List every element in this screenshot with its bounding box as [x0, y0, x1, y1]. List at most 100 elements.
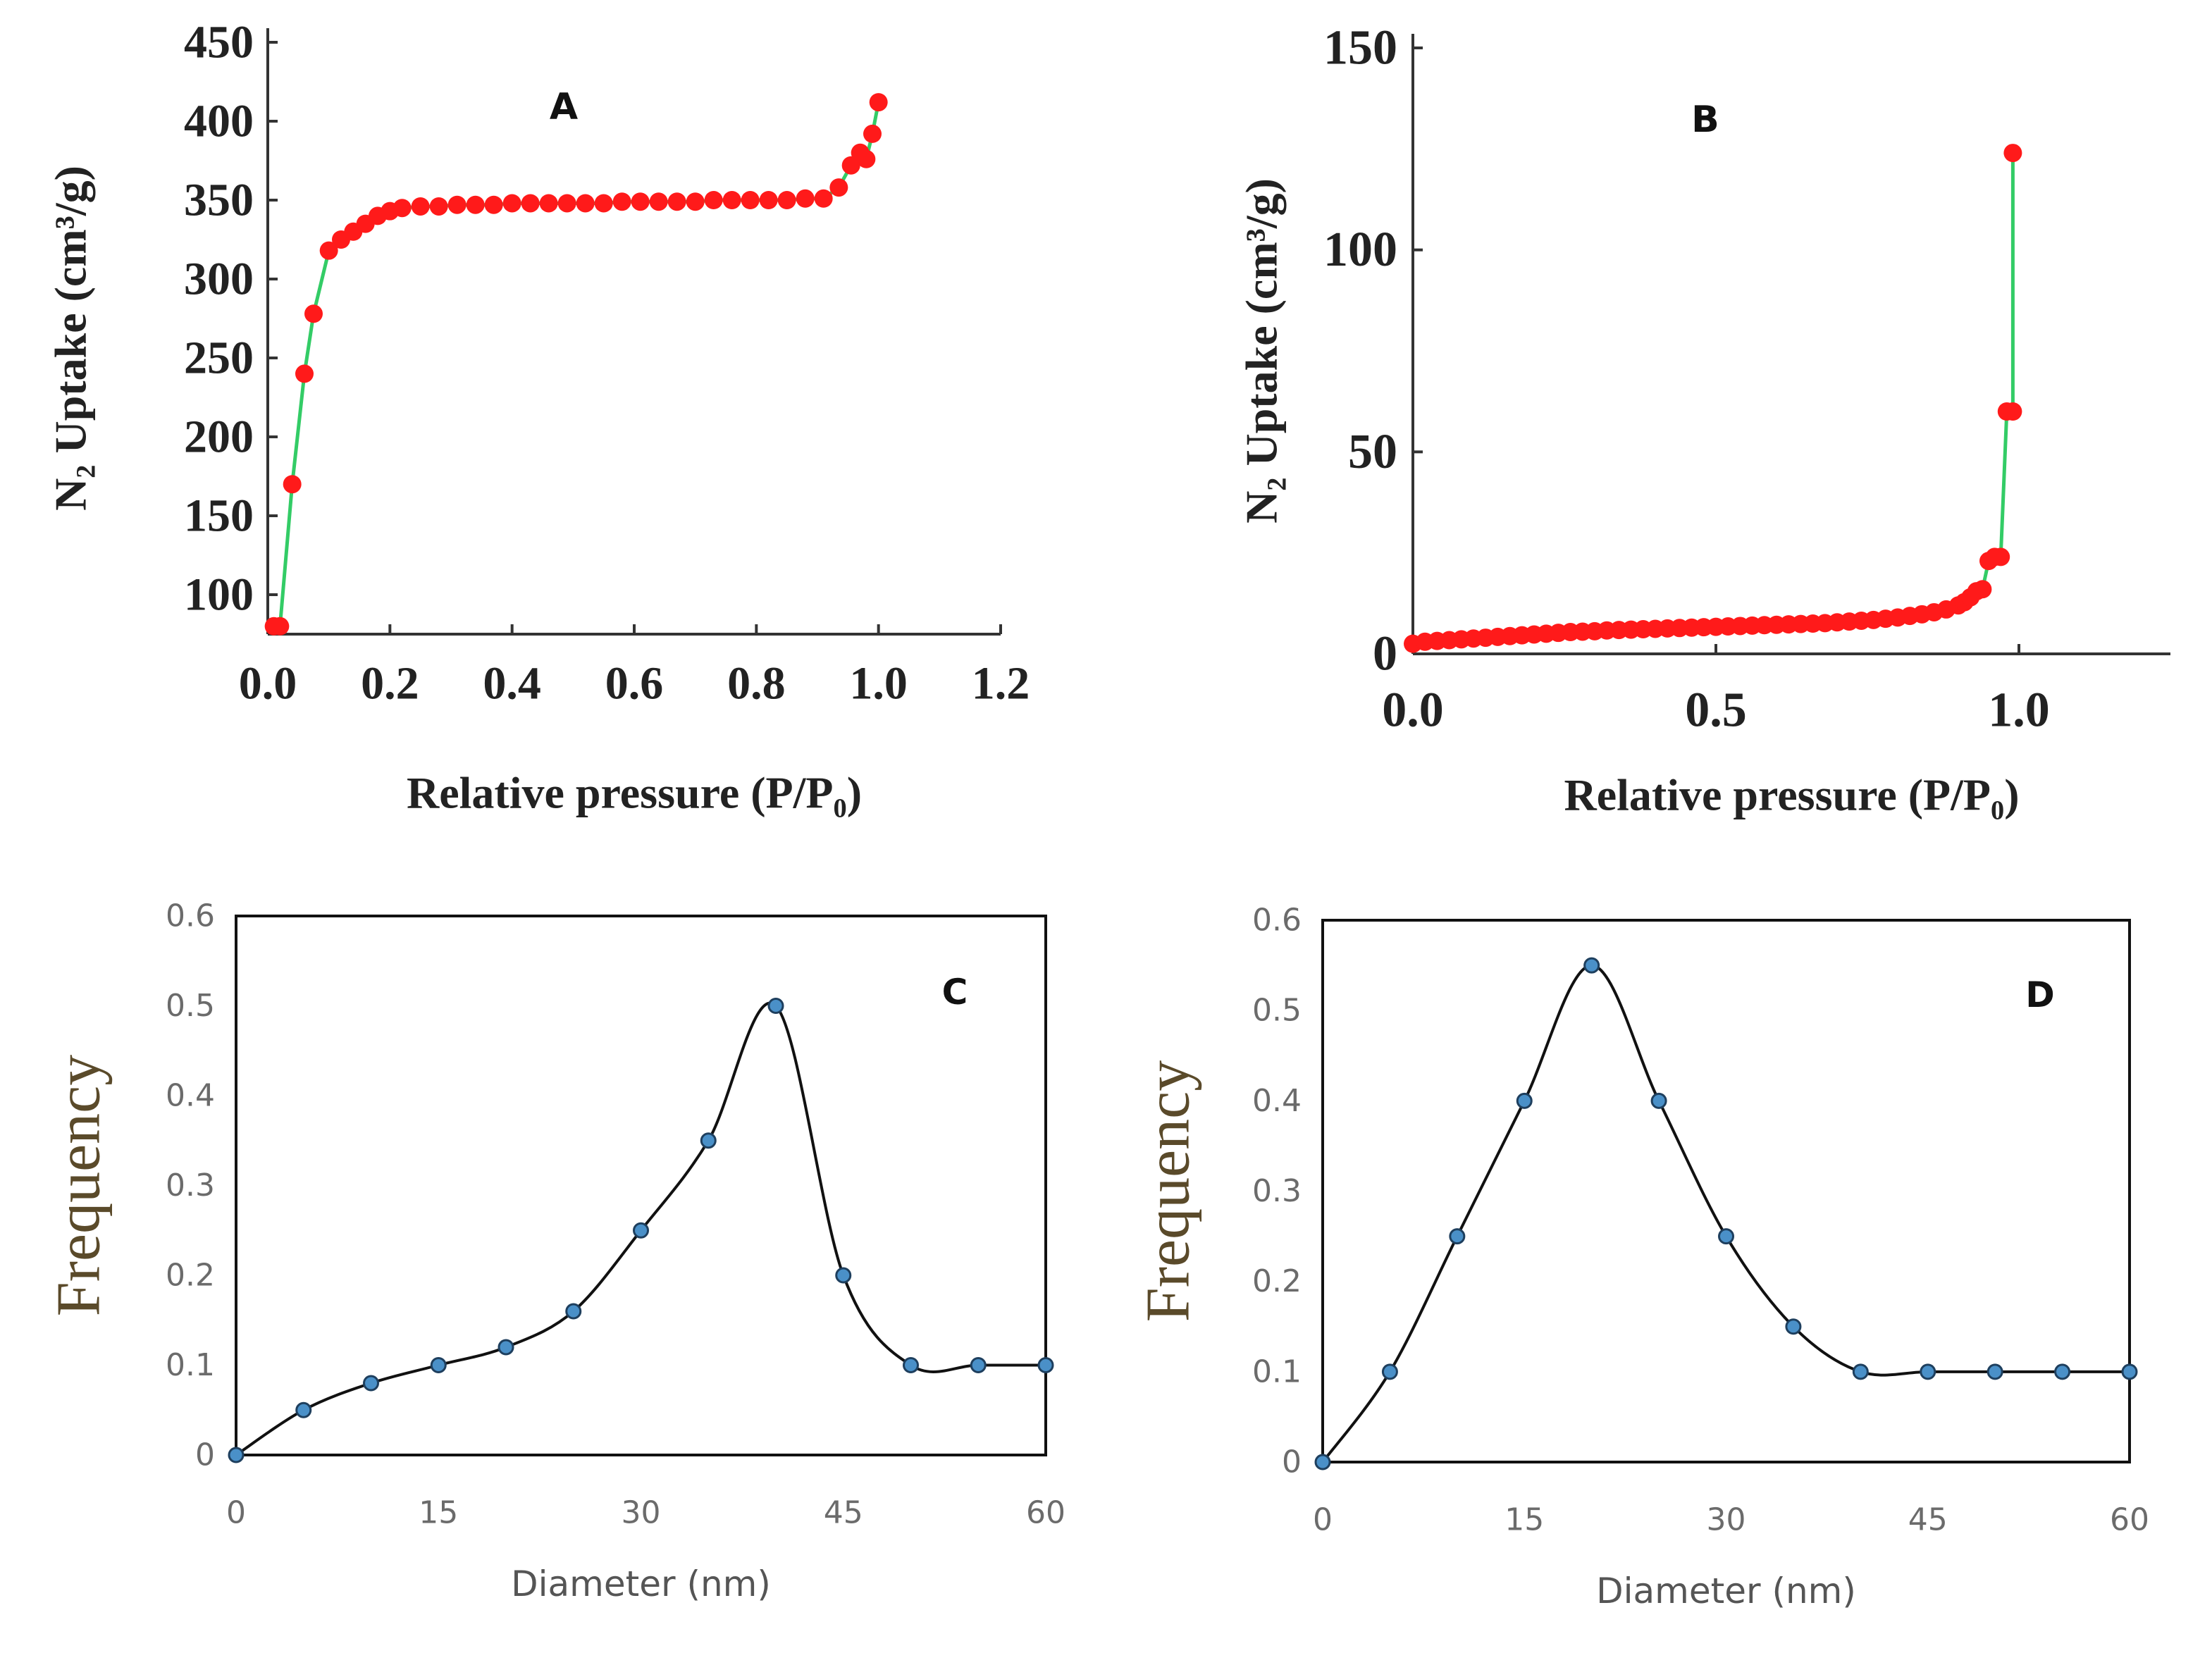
panel-a-data-point	[857, 149, 876, 168]
panel-a-data-point	[667, 192, 686, 211]
panel-a-y-tick-label: 100	[184, 569, 254, 621]
panel-c-data-point	[970, 1357, 987, 1373]
panel-a-x-tick-label: 1.0	[849, 658, 908, 710]
panel-c-x-tick-label: 0	[226, 1495, 246, 1531]
panel-c-data-point	[498, 1339, 514, 1356]
panel-d-data-point	[1650, 1092, 1667, 1109]
panel-c-label: C	[942, 972, 968, 1013]
panel-a-data-point	[283, 475, 302, 494]
panel-a-data-point	[447, 195, 467, 214]
panel-a-data-point	[814, 189, 833, 208]
panel-d-y-tick-label: 0.1	[1252, 1354, 1302, 1389]
panel-d-x-tick-label: 30	[1707, 1502, 1746, 1538]
panel-a-data-point	[557, 194, 576, 213]
panel-a-label: A	[550, 86, 578, 128]
panel-a-y-tick-label: 300	[184, 254, 254, 305]
panel-b-series-line	[1411, 151, 2015, 646]
panel-b-x-tick-label: 0.0	[1382, 683, 1444, 738]
panel-d-y-tick-label: 0.5	[1252, 993, 1302, 1029]
panel-c-y-tick-label: 0	[195, 1437, 215, 1473]
panel-d-x-tick-label: 60	[2110, 1502, 2149, 1538]
panel-c-data-point	[903, 1357, 919, 1373]
panel-d-y-tick-label: 0.2	[1252, 1263, 1302, 1299]
panel-a-data-point	[466, 195, 485, 214]
panel-c-data-point	[835, 1267, 852, 1284]
panel-c: 0 0.1 0.2 0.3 0.4 0.5 0.6 0 15 30 45 60 Diameter (nm…	[45, 898, 1066, 1605]
panel-a-x-tick-label: 0.2	[361, 658, 419, 710]
panel-c-x-tick-label: 30	[622, 1495, 661, 1531]
panel-a-data-point	[319, 241, 338, 260]
panel-a-x-tick-label: 1.2	[972, 658, 1030, 710]
panel-b-x-tick-label: 1.0	[1988, 683, 2050, 738]
panel-d-data-point	[1314, 1454, 1331, 1471]
panel-c-data-point	[430, 1357, 447, 1373]
panel-c-data-point	[295, 1401, 312, 1418]
panel-d-data-point	[2121, 1363, 2138, 1380]
panel-a-data-point	[304, 304, 323, 323]
panel-a-x-tick-label: 0.4	[483, 658, 541, 710]
panel-b: 0 50 100 150 0.0 0.5 1.0 Relative pressure (P/P…	[1237, 21, 2170, 820]
panel-d-data-point	[1449, 1228, 1466, 1245]
panel-a-data-point	[722, 191, 741, 209]
panel-b-y-tick-label: 0	[1373, 627, 1397, 681]
panel-d-label: D	[2025, 974, 2055, 1015]
panel-a-x-axis-label: Relative pressure (P/P₀)	[407, 768, 862, 818]
panel-d-frame	[1321, 919, 2131, 1463]
panel-a-data-point	[829, 178, 848, 197]
panel-a-data-point	[777, 191, 796, 209]
panel-b-data-point	[1991, 547, 2010, 567]
panel-a-y-tick-label: 250	[184, 333, 254, 384]
panel-d-y-tick-label: 0	[1282, 1444, 1302, 1480]
panel-b-label: B	[1691, 99, 1719, 141]
panel-d-data-point	[1920, 1363, 1936, 1380]
panel-a-y-tick-label: 200	[184, 411, 254, 463]
panel-a-data-point	[649, 192, 668, 211]
panel-a-x-tick-label: 0.6	[605, 658, 664, 710]
panel-a-data-point	[484, 195, 503, 214]
panel-a-data-point	[841, 156, 860, 175]
panel-a-y-axis-label: N₂ Uptake (cm³/g)	[46, 166, 96, 511]
panel-d-x-tick-label: 15	[1504, 1502, 1544, 1538]
panel-c-series-line	[235, 1001, 1047, 1456]
panel-b-y-tick-label: 50	[1348, 425, 1397, 479]
panel-a-data-point	[686, 192, 705, 211]
panel-c-x-axis-label: Diameter (nm)	[511, 1564, 771, 1604]
panel-a-y-tick-label: 350	[184, 175, 254, 226]
panel-a-data-point	[295, 364, 314, 383]
panel-a-data-point	[521, 194, 540, 213]
panel-d-data-point	[2054, 1363, 2071, 1380]
panel-c-data-point	[363, 1375, 379, 1392]
panel-a-data-point	[429, 197, 448, 216]
panel-a-data-point	[271, 617, 290, 636]
panel-b-data-point	[2003, 402, 2022, 421]
panel-c-x-tick-label: 60	[1026, 1495, 1065, 1531]
panel-b-y-tick-label: 150	[1323, 21, 1397, 75]
panel-a-x-tick-label: 0.8	[727, 658, 786, 710]
panel-b-y-axis-label: N₂ Uptake (cm³/g)	[1237, 178, 1287, 524]
panel-d-y-tick-label: 0.6	[1252, 903, 1302, 939]
panel-d-data-point	[1516, 1092, 1533, 1109]
panel-a-data-point	[796, 189, 815, 208]
panel-a: 100 150 200 250 300 350 400 450 0.0 0.2 0.4 0.6 0.8 1…	[46, 17, 1030, 818]
panel-a-data-point	[576, 194, 595, 213]
panel-b-y-tick-label: 100	[1323, 223, 1397, 277]
panel-c-y-axis-label: Frequency	[45, 1055, 113, 1316]
panel-d-data-point	[1785, 1318, 1802, 1335]
panel-d-x-axis-label: Diameter (nm)	[1596, 1571, 1856, 1611]
panel-a-y-tick-label: 150	[184, 490, 254, 542]
panel-b-x-tick-label: 0.5	[1685, 683, 1747, 738]
panel-c-y-tick-label: 0.3	[166, 1168, 215, 1203]
panel-a-data-point	[502, 194, 521, 213]
panel-d-data-point	[1718, 1228, 1734, 1245]
panel-a-data-point	[612, 192, 631, 211]
panel-b-data-point	[1973, 580, 1992, 599]
panel-a-y-tick-label: 400	[184, 96, 254, 147]
panel-c-y-tick-label: 0.6	[166, 898, 215, 934]
panel-d-data-point	[1381, 1363, 1398, 1380]
panel-a-x-tick-label: 0.0	[239, 658, 297, 710]
panel-a-series-line	[272, 100, 881, 629]
panel-a-data-point	[863, 124, 882, 143]
panel-c-data-point	[565, 1303, 582, 1320]
panel-c-data-point	[228, 1447, 245, 1463]
